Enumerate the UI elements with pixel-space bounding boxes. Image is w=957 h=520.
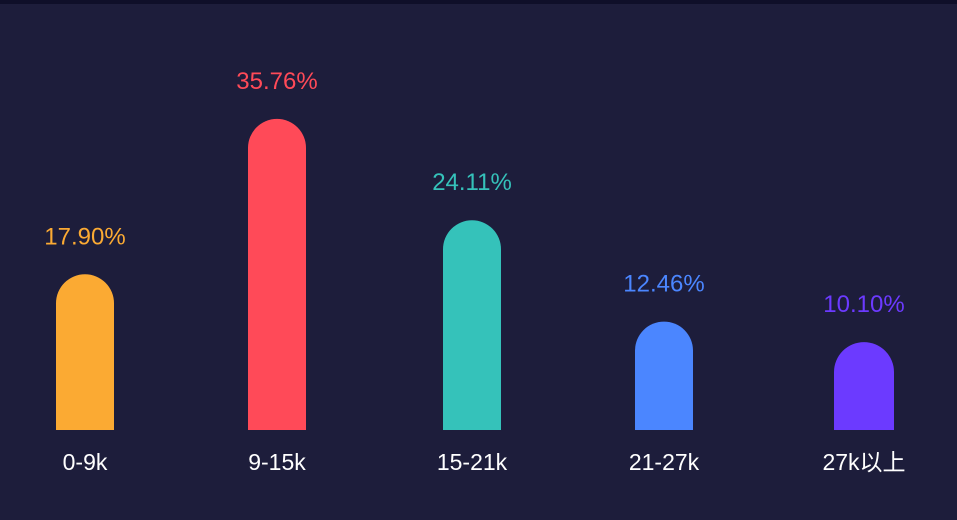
value-label: 10.10% — [823, 291, 904, 318]
value-labels-group: 17.90% 35.76% 24.11% 12.46% 10.10% — [44, 68, 904, 318]
bar-15-21k — [443, 220, 501, 430]
value-label: 12.46% — [623, 271, 704, 298]
bar-0-9k — [56, 274, 114, 430]
category-label: 15-21k — [437, 449, 508, 475]
value-label: 17.90% — [44, 223, 125, 250]
category-label: 9-15k — [248, 449, 306, 475]
category-labels-group: 0-9k 9-15k 15-21k 21-27k 27k以上 — [63, 449, 906, 475]
bars-group — [56, 118, 894, 430]
bar-9-15k — [248, 118, 306, 430]
value-label: 35.76% — [236, 68, 317, 95]
category-label: 27k以上 — [822, 449, 905, 475]
bar-27k以上 — [834, 342, 894, 430]
category-label: 0-9k — [63, 449, 108, 475]
value-label: 24.11% — [432, 169, 512, 196]
category-label: 21-27k — [629, 449, 700, 475]
bar-21-27k — [635, 321, 693, 430]
top-strip — [0, 0, 957, 4]
